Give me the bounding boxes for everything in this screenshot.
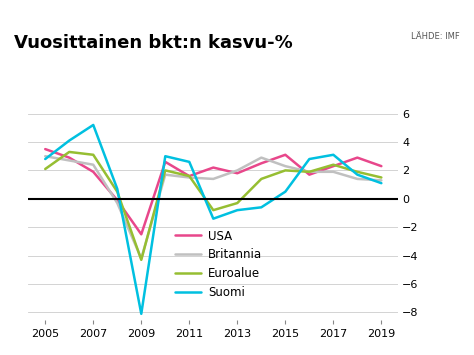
Text: Vuosittainen bkt:n kasvu-%: Vuosittainen bkt:n kasvu-%	[14, 34, 293, 52]
Suomi	[235, 208, 240, 212]
USA	[355, 155, 360, 160]
Britannia	[330, 170, 336, 174]
Euroalue	[307, 170, 312, 174]
USA	[235, 171, 240, 175]
Suomi	[42, 157, 48, 161]
USA	[307, 173, 312, 177]
Suomi	[163, 154, 168, 158]
Euroalue	[258, 177, 264, 181]
Euroalue	[186, 174, 192, 178]
Britannia	[163, 173, 168, 177]
Euroalue	[283, 168, 288, 173]
USA	[379, 164, 384, 168]
Britannia	[210, 177, 216, 181]
Suomi	[66, 138, 72, 143]
Suomi	[91, 123, 96, 127]
Suomi	[355, 173, 360, 177]
Euroalue	[163, 168, 168, 173]
Britannia	[258, 155, 264, 160]
USA	[258, 161, 264, 165]
USA	[163, 160, 168, 164]
Suomi	[210, 217, 216, 221]
USA	[66, 155, 72, 160]
Euroalue	[138, 258, 144, 262]
Britannia	[114, 201, 120, 205]
Britannia	[186, 175, 192, 180]
Suomi	[330, 153, 336, 157]
Euroalue	[42, 167, 48, 171]
Line: Britannia: Britannia	[45, 156, 382, 258]
Britannia	[307, 170, 312, 174]
USA	[114, 198, 120, 202]
Britannia	[42, 154, 48, 158]
USA	[210, 165, 216, 170]
Text: LÄHDE: IMF: LÄHDE: IMF	[411, 32, 460, 41]
Suomi	[114, 187, 120, 191]
Euroalue	[114, 190, 120, 194]
USA	[330, 164, 336, 168]
Legend: USA, Britannia, Euroalue, Suomi: USA, Britannia, Euroalue, Suomi	[175, 230, 262, 299]
Euroalue	[355, 170, 360, 174]
Line: Euroalue: Euroalue	[45, 152, 382, 260]
Euroalue	[379, 175, 384, 180]
Britannia	[138, 256, 144, 261]
Euroalue	[330, 163, 336, 167]
Euroalue	[210, 208, 216, 212]
Britannia	[66, 158, 72, 163]
USA	[91, 170, 96, 174]
USA	[138, 232, 144, 236]
Euroalue	[66, 150, 72, 154]
Suomi	[258, 205, 264, 209]
USA	[186, 174, 192, 178]
Britannia	[235, 168, 240, 173]
Line: Suomi: Suomi	[45, 125, 382, 314]
Suomi	[138, 312, 144, 316]
Euroalue	[235, 201, 240, 205]
Suomi	[307, 157, 312, 161]
Britannia	[355, 177, 360, 181]
Suomi	[283, 190, 288, 194]
Britannia	[379, 178, 384, 182]
Line: USA: USA	[45, 149, 382, 234]
USA	[42, 147, 48, 151]
Britannia	[283, 164, 288, 168]
USA	[283, 153, 288, 157]
Britannia	[91, 163, 96, 167]
Suomi	[186, 160, 192, 164]
Euroalue	[91, 153, 96, 157]
Suomi	[379, 181, 384, 185]
